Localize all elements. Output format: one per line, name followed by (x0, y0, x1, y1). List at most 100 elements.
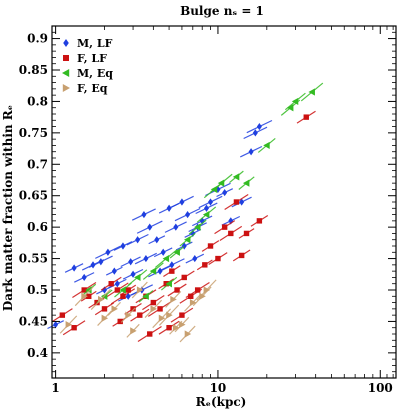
data-point (143, 254, 149, 263)
data-point (81, 273, 87, 282)
data-point (117, 318, 123, 325)
axes: 0.4 0.45 0.5 0.55 0.6 0.65 0.7 0.75 0.8 0.85 0.9 1 1… (19, 25, 397, 395)
y-tick-label: 0.55 (19, 252, 48, 266)
data-point (120, 293, 126, 299)
data-point (228, 230, 234, 237)
data-point (158, 314, 166, 322)
chart-title: Bulge nₛ = 1 (180, 4, 264, 18)
legend-marker (63, 55, 69, 61)
data-point (114, 280, 120, 288)
data-point (97, 295, 105, 304)
data-point (141, 210, 147, 219)
data-point (207, 198, 214, 206)
data-point (188, 293, 194, 299)
data-point (166, 325, 172, 331)
series-m-eq (81, 82, 324, 304)
data-point (71, 264, 77, 272)
data-point (53, 320, 59, 329)
data-point (248, 148, 254, 156)
x-tick-label: 1 (51, 381, 59, 395)
data-point (179, 312, 185, 318)
data-point (173, 223, 179, 231)
data-point (189, 298, 197, 307)
data-point (217, 179, 225, 187)
data-point (184, 330, 192, 338)
data-point (169, 261, 175, 269)
data-point (291, 97, 299, 106)
data-point (150, 299, 157, 306)
data-point (303, 114, 309, 120)
data-point (172, 324, 180, 332)
data-point (215, 255, 221, 262)
y-tick-label: 0.9 (27, 32, 48, 46)
data-point (185, 210, 191, 219)
data-point (222, 188, 228, 197)
data-point (142, 292, 149, 300)
legend-label: M, Eq (77, 67, 113, 80)
data-point (119, 286, 126, 294)
data-point (170, 295, 177, 304)
data-point (228, 217, 234, 225)
data-point (286, 104, 294, 112)
data-point (308, 88, 315, 96)
data-point (154, 236, 160, 244)
data-point (111, 267, 117, 275)
data-point (166, 311, 173, 319)
data-point (173, 248, 180, 256)
data-point (179, 320, 186, 329)
data-point (207, 243, 214, 249)
legend-label: F, Eq (77, 82, 108, 95)
data-point (59, 312, 66, 318)
data-point (256, 218, 263, 224)
data-point (166, 204, 172, 212)
data-point (125, 292, 131, 300)
data-point (71, 325, 77, 331)
data-point (125, 311, 132, 319)
data-point (183, 236, 191, 244)
legend: M, LF F, LF M, Eq F, Eq (62, 37, 113, 95)
y-tick-label: 0.8 (27, 94, 48, 108)
data-point (111, 305, 118, 313)
data-point (239, 198, 245, 206)
y-tick-label: 0.85 (19, 63, 48, 77)
series-f-lf (51, 110, 316, 343)
y-tick-label: 0.65 (19, 189, 48, 203)
legend-marker (62, 69, 70, 77)
data-point (202, 210, 210, 219)
data-point (136, 286, 144, 294)
y-tick-label: 0.7 (27, 157, 48, 171)
y-axis-label: Dark matter fraction within Rₑ (1, 105, 15, 311)
data-point (194, 223, 201, 231)
data-point (165, 280, 172, 288)
x-tick-label: 10 (210, 381, 227, 395)
data-point (105, 248, 111, 256)
data-point (128, 258, 134, 266)
data-point (125, 287, 131, 293)
data-point (202, 262, 208, 268)
data-point (81, 287, 87, 293)
data-point (221, 224, 228, 230)
x-tick-label: 100 (368, 381, 393, 395)
data-point (174, 287, 180, 293)
data-point (157, 306, 163, 312)
y-tick-label: 0.5 (27, 283, 48, 297)
data-point (242, 179, 250, 187)
data-point (101, 314, 109, 322)
data-point (81, 292, 88, 300)
legend-label: M, LF (77, 37, 113, 50)
data-point (85, 286, 92, 294)
data-point (162, 254, 170, 263)
y-tick-label: 0.6 (27, 220, 48, 234)
data-point (147, 331, 153, 337)
y-tick-label: 0.45 (19, 314, 48, 328)
data-point (263, 141, 270, 150)
data-point (134, 273, 141, 282)
data-point (149, 267, 157, 275)
series-f-eq (59, 279, 217, 343)
data-point (194, 287, 201, 293)
data-point (114, 287, 121, 293)
data-point (108, 281, 114, 287)
data-point (192, 254, 198, 263)
data-point (86, 293, 92, 299)
data-point (65, 320, 73, 329)
